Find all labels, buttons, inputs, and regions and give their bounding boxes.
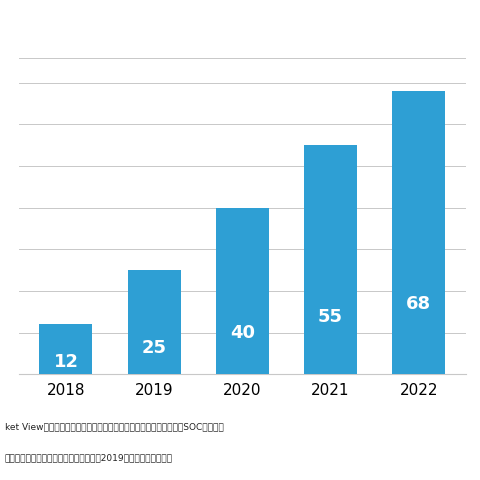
Text: ket View：エンドポイント・セキュリティ対策型／情報漏洩対策型SOCサービス: ket View：エンドポイント・セキュリティ対策型／情報漏洩対策型SOCサービ…: [5, 422, 224, 432]
Bar: [39, 324, 93, 374]
Bar: [392, 91, 445, 374]
Bar: [304, 145, 357, 374]
Text: 25: 25: [142, 339, 167, 357]
Text: 12: 12: [53, 353, 78, 371]
Text: 55: 55: [318, 308, 343, 326]
Bar: [128, 270, 180, 374]
Text: 68: 68: [406, 295, 432, 312]
Text: 金額を対象とし、３月期ベースで换算。2019年度以降は予測値。: 金額を対象とし、３月期ベースで换算。2019年度以降は予測値。: [5, 454, 173, 463]
Bar: [216, 208, 269, 374]
Text: 40: 40: [230, 324, 255, 342]
